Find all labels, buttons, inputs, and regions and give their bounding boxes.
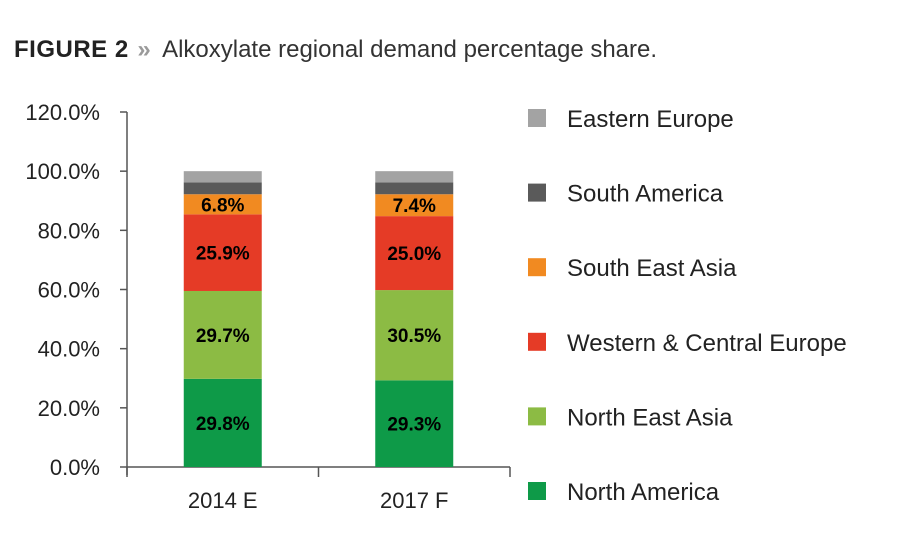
figure-caption: Alkoxylate regional demand percentage sh… [162, 36, 658, 63]
bar-segment [375, 182, 454, 195]
legend-swatch [528, 183, 546, 202]
y-tick-label: 20.0% [38, 396, 100, 421]
y-tick-label: 0.0% [50, 455, 100, 480]
data-label: 29.8% [196, 414, 250, 435]
bar-segment [375, 290, 454, 381]
bar-segment [183, 214, 262, 291]
y-tick-label: 60.0% [38, 278, 100, 303]
y-tick-label: 40.0% [38, 337, 100, 362]
legend-swatch [528, 482, 546, 500]
legend-swatch [528, 407, 546, 426]
chart-title: FIGURE 2 » Alkoxylate regional demand pe… [14, 36, 657, 64]
legend-label: Western & Central Europe [567, 330, 847, 357]
legend-swatch [528, 332, 546, 351]
data-label: 29.7% [196, 326, 250, 347]
bar-segment [183, 182, 262, 195]
bar-segment [183, 378, 262, 467]
bar-segment [375, 171, 454, 183]
bar-segment [375, 194, 454, 217]
data-label: 7.4% [393, 196, 436, 217]
data-label: 25.9% [196, 244, 250, 265]
legend-label: North East Asia [567, 404, 733, 431]
bar-segment [375, 216, 454, 291]
legend-label: South East Asia [567, 255, 737, 282]
legend: Eastern Europe South America South East As… [528, 106, 847, 506]
data-label: 6.8% [201, 195, 244, 216]
figure-label: FIGURE 2 [14, 36, 129, 63]
bar-segment [183, 194, 262, 215]
axes: 0.0% 20.0% 40.0% 60.0% 80.0% 100.0% 120.0% 2014… [25, 100, 511, 513]
x-tick-label: 2014 E [188, 488, 258, 513]
legend-label: North America [567, 479, 720, 506]
legend-swatch [528, 109, 546, 127]
data-label: 30.5% [387, 326, 441, 347]
bar-segment [375, 380, 454, 467]
y-tick-label: 80.0% [38, 218, 100, 243]
data-label: 29.3% [387, 415, 441, 436]
bar-segment [183, 171, 262, 183]
x-tick-label: 2017 F [380, 488, 449, 513]
bar-segment [183, 290, 262, 379]
legend-label: South America [567, 181, 724, 208]
y-tick-label: 100.0% [25, 159, 100, 184]
y-tick-label: 120.0% [25, 100, 100, 125]
legend-label: Eastern Europe [567, 106, 734, 133]
data-label: 25.0% [387, 244, 441, 265]
bars: 29.8% 29.7% 25.9% 6.8% 29.3% 30.5% 25.0% 7.4% [183, 171, 454, 467]
figure-separator: » [137, 36, 151, 63]
legend-swatch [528, 258, 546, 277]
